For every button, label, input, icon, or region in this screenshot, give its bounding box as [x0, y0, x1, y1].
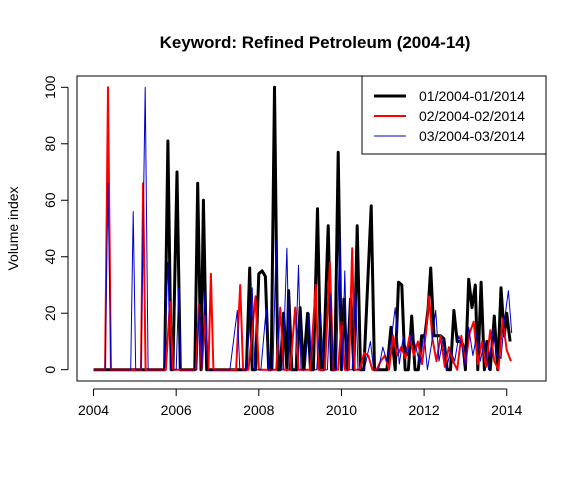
legend-label-2: 02/2004-02/2014 — [419, 108, 525, 124]
y-tick-label: 0 — [42, 366, 58, 374]
x-tick-label: 2012 — [409, 402, 440, 418]
x-tick-label: 2004 — [78, 402, 109, 418]
y-axis: 0 20 40 60 80 100 — [42, 75, 69, 374]
x-tick-label: 2014 — [491, 402, 522, 418]
plot-area-frame — [76, 75, 547, 382]
y-axis-label: Volume index — [5, 186, 21, 270]
x-tick-label: 2006 — [161, 402, 192, 418]
y-tick-label: 80 — [42, 136, 58, 152]
legend: 01/2004-01/2014 02/2004-02/2014 03/2004-03… — [361, 75, 547, 155]
y-tick-label: 20 — [42, 305, 58, 321]
legend-label-3: 03/2004-03/2014 — [419, 128, 525, 144]
y-tick-label: 40 — [42, 249, 58, 265]
x-axis: 2004 2006 2008 2010 2012 2014 — [78, 388, 523, 418]
x-tick-label: 2010 — [326, 402, 357, 418]
chart-title: Keyword: Refined Petroleum (2004-14) — [160, 33, 471, 52]
y-tick-label: 60 — [42, 192, 58, 208]
legend-label-1: 01/2004-01/2014 — [419, 88, 525, 104]
x-tick-label: 2008 — [243, 402, 274, 418]
series-line-3 — [93, 86, 513, 371]
series-layer — [93, 85, 513, 372]
y-tick-label: 100 — [42, 75, 58, 99]
